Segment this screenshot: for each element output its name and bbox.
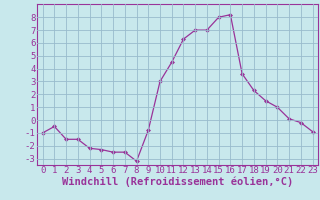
X-axis label: Windchill (Refroidissement éolien,°C): Windchill (Refroidissement éolien,°C) <box>62 177 293 187</box>
